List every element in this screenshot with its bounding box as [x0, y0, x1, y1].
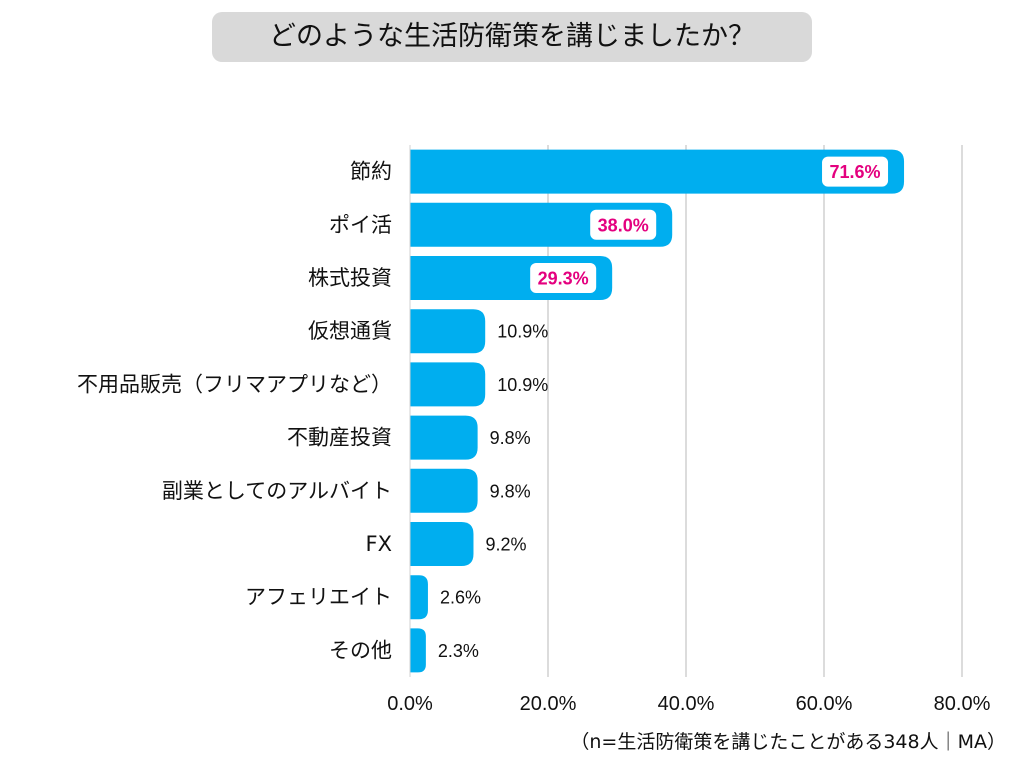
- x-tick-label: 60.0%: [796, 693, 853, 715]
- category-label: FX: [366, 532, 392, 556]
- value-label: 9.8%: [490, 481, 531, 501]
- category-label: その他: [329, 638, 392, 662]
- value-label: 2.6%: [440, 588, 481, 608]
- value-label: 2.3%: [438, 641, 479, 661]
- bar: [410, 415, 478, 460]
- category-label: 仮想通貨: [308, 319, 392, 343]
- x-tick-label: 80.0%: [934, 693, 991, 715]
- sample-note: （n=生活防衛策を講じたことがある348人｜MA）: [570, 731, 1006, 753]
- category-label: ポイ活: [329, 213, 392, 237]
- value-label: 71.6%: [830, 162, 881, 182]
- value-label: 38.0%: [598, 215, 649, 235]
- bar: [410, 149, 905, 194]
- value-label: 9.2%: [485, 535, 526, 555]
- value-label-badge: [822, 156, 889, 187]
- category-label: 株式投資: [308, 266, 392, 290]
- bar: [410, 628, 426, 673]
- category-label: 不用品販売（フリマアプリなど）: [77, 372, 392, 396]
- x-tick-label: 0.0%: [387, 693, 433, 715]
- x-tick-label: 20.0%: [520, 693, 577, 715]
- value-label: 9.8%: [490, 428, 531, 448]
- bar: [410, 522, 474, 566]
- bar: [410, 309, 486, 354]
- category-label: 不動産投資: [287, 426, 392, 450]
- bar: [410, 362, 486, 407]
- x-tick-label: 40.0%: [658, 693, 715, 715]
- category-label: アフェリエイト: [245, 585, 392, 609]
- value-label: 10.9%: [497, 322, 548, 342]
- value-label: 10.9%: [497, 375, 548, 395]
- bar: [410, 575, 428, 620]
- value-label: 29.3%: [538, 269, 589, 289]
- chart-title: どのような生活防衛策を講じましたか？: [212, 12, 812, 62]
- category-label: 副業としてのアルバイト: [162, 479, 392, 503]
- category-label: 節約: [350, 160, 392, 184]
- bar: [410, 468, 478, 513]
- value-label-badge: [530, 263, 597, 293]
- value-label-badge: [590, 209, 657, 240]
